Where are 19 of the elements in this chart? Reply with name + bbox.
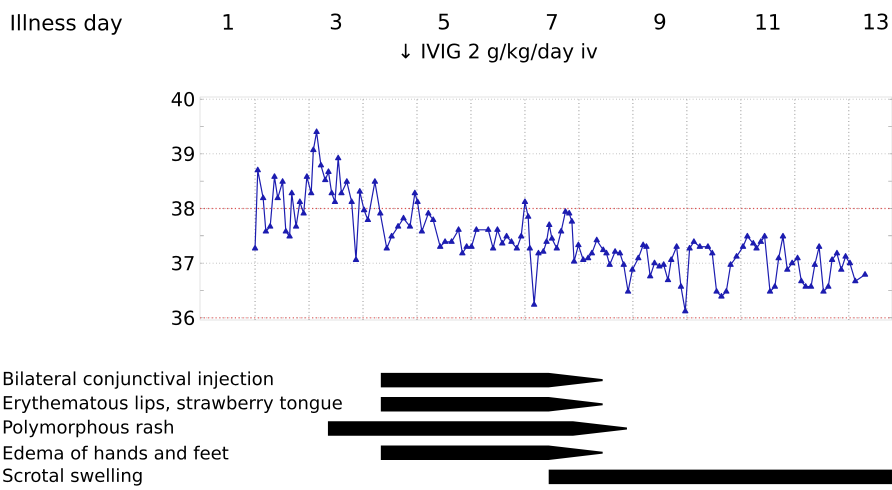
y-tick-label: 37 — [172, 256, 194, 270]
y-tick-label: Bilateral conjunctival injection — [4, 371, 273, 389]
y-tick-label: Erythematous lips, strawberry tongue — [4, 396, 342, 414]
text: ↓ IVIG 2 g/kg/day iv — [401, 43, 598, 62]
y-tick-label: 40 — [172, 92, 194, 106]
y-tick-label: 36 — [172, 310, 194, 326]
x-tick-label: 3 — [330, 13, 342, 30]
y-tick-label: 39 — [172, 146, 194, 162]
y-tick-label: Polymorphous rash — [4, 420, 173, 438]
x-tick-label: 9 — [654, 13, 666, 30]
x-tick-label: 7 — [546, 14, 557, 30]
y-tick-label: 38 — [172, 201, 194, 216]
x-tick-label: 1 — [224, 14, 233, 30]
x-tick-label: 13 — [864, 13, 888, 30]
x-tick-label: 11 — [756, 14, 780, 30]
x-axis-title: Illness day — [12, 14, 122, 35]
x-tick-label: 5 — [438, 14, 449, 30]
y-tick-label: Scrotal swelling — [3, 468, 142, 486]
y-tick-label: Edema of hands and feet — [4, 446, 228, 460]
